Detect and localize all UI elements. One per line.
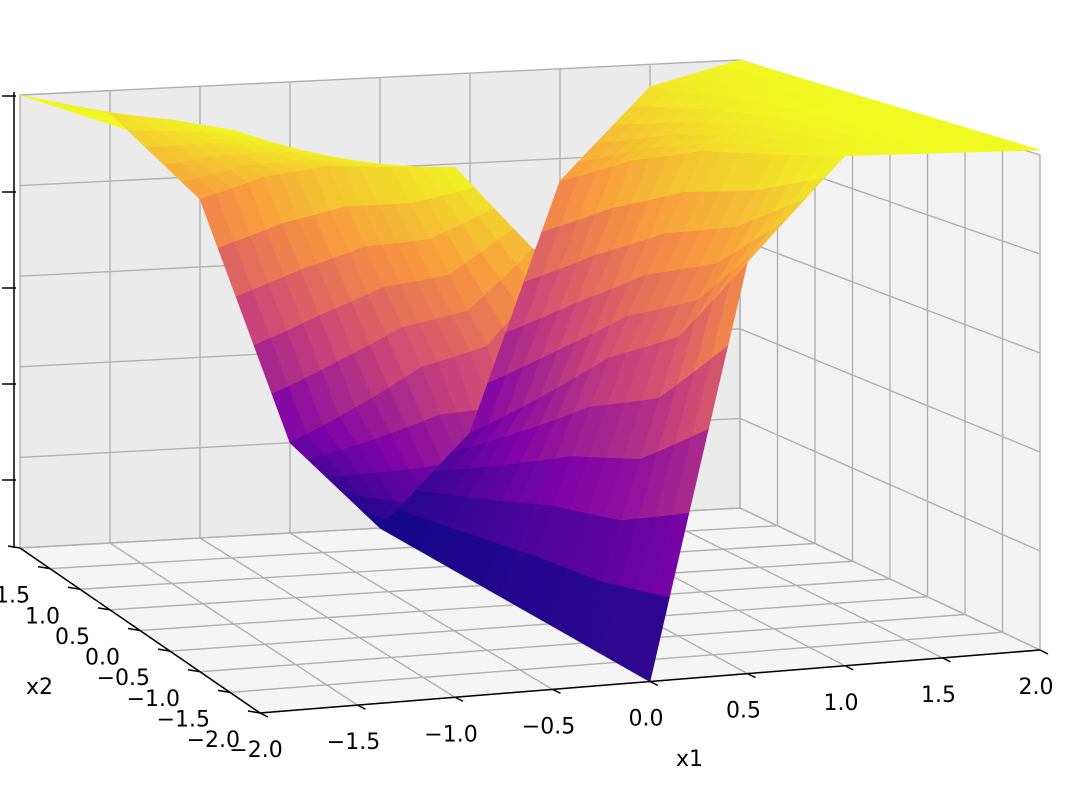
x1-tick-mark xyxy=(844,665,854,671)
x1-tick-label: 0.5 xyxy=(726,699,761,724)
x1-tick-label: −1.5 xyxy=(327,730,380,755)
x2-tick-label: −0.5 xyxy=(97,666,150,691)
x2-tick-label: 1.0 xyxy=(25,604,60,629)
x1-tick-label: 1.0 xyxy=(824,691,859,716)
x1-tick-label: −1.0 xyxy=(424,722,477,747)
x2-tick-label: 0.5 xyxy=(55,625,90,650)
x1-tick-label: 0.0 xyxy=(629,707,664,732)
x2-tick-label: −1.0 xyxy=(127,687,180,712)
y-axis-label: x2 xyxy=(26,675,53,700)
side-grid-z xyxy=(739,328,1041,453)
x1-tick-label: −0.5 xyxy=(522,714,575,739)
x2-tick-mark xyxy=(67,586,81,590)
x1-tick-label: 2.0 xyxy=(1019,675,1054,700)
x2-tick-label: −2.0 xyxy=(187,728,240,753)
surface-mesh xyxy=(19,59,1041,683)
x1-tick-mark xyxy=(454,696,464,702)
x2-tick-label: 0.0 xyxy=(85,646,120,671)
x2-tick-mark xyxy=(157,648,171,652)
x1-tick-mark xyxy=(259,712,269,718)
x-axis-label: x1 xyxy=(676,747,703,772)
side-grid-z xyxy=(739,417,1041,552)
x2-tick-label: −1.5 xyxy=(157,707,210,732)
x2-tick-mark xyxy=(127,627,141,632)
x1-tick-mark xyxy=(552,688,561,695)
x2-tick-mark xyxy=(187,669,201,673)
floor-grid-x xyxy=(649,512,943,659)
x2-tick-mark xyxy=(247,710,261,714)
side-grid-z xyxy=(739,507,1041,651)
tick-labels: −2.0 −1.5 −1.0 −0.5 0.0 0.5 1.0 1.5 2.0−2.0−1.5−… xyxy=(0,95,1054,763)
x1-tick-mark xyxy=(1039,649,1049,655)
x1-tick-mark xyxy=(942,657,951,663)
x2-tick-mark xyxy=(37,565,51,570)
x2-tick-mark xyxy=(97,607,111,611)
side-grid-z xyxy=(739,238,1041,354)
x1-tick-label: −2.0 xyxy=(229,738,282,763)
back-grid-z xyxy=(19,59,741,96)
x1-tick-mark xyxy=(747,672,756,679)
x1-tick-mark xyxy=(649,680,659,687)
x2-tick-label: 1.5 xyxy=(0,584,30,609)
x2-tick-mark xyxy=(7,545,21,549)
x1-tick-label: 1.5 xyxy=(921,683,956,708)
x2-tick-mark xyxy=(217,689,231,694)
surface-facet xyxy=(720,59,760,71)
x1-tick-mark xyxy=(357,704,366,710)
